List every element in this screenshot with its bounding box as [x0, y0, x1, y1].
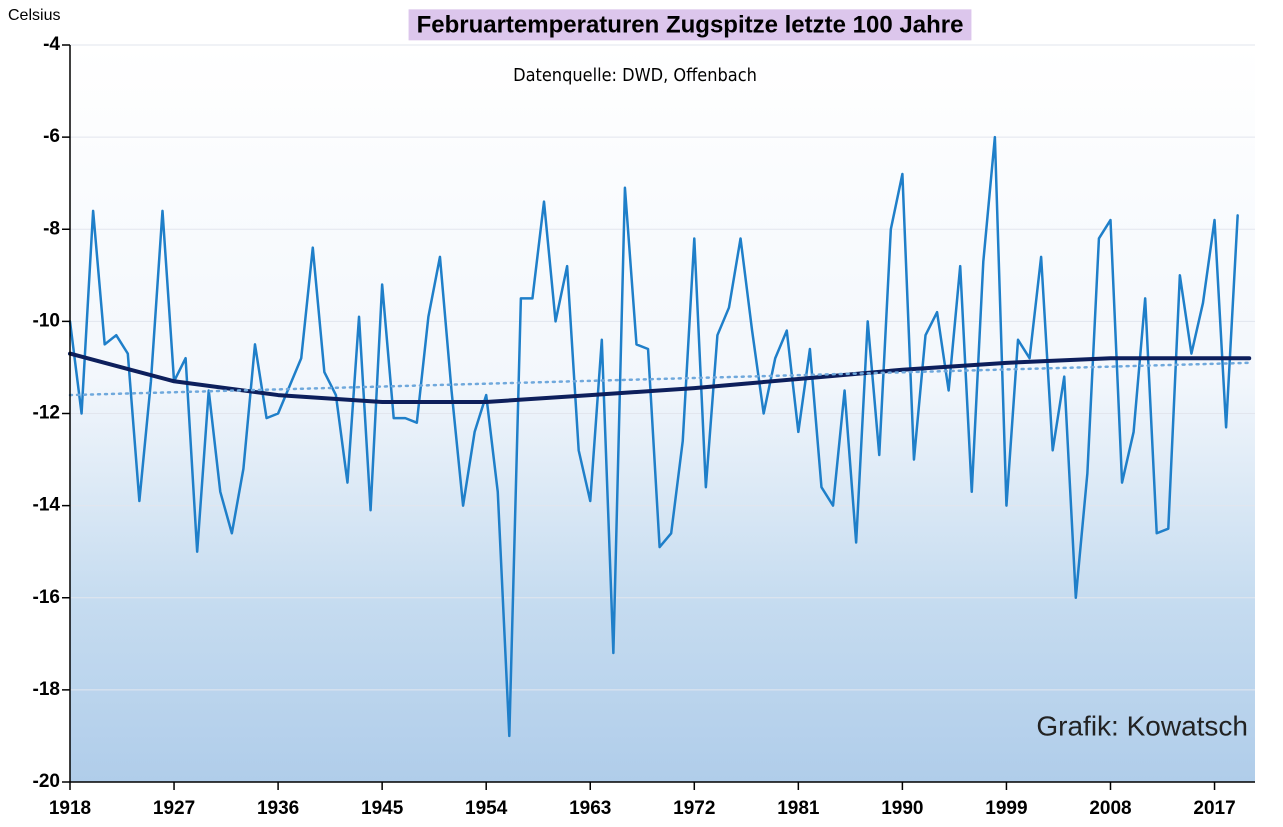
- x-tick-label: 1963: [569, 798, 611, 819]
- x-tick-label: 1981: [777, 798, 820, 819]
- line-series: [68, 361, 1251, 397]
- x-tick-label: 1927: [153, 798, 195, 819]
- x-tick-label: 1954: [465, 798, 508, 819]
- chart-title: Februartemperaturen Zugspitze letzte 100…: [417, 11, 964, 38]
- y-tick-label: -18: [33, 679, 60, 700]
- x-tick-label: 1972: [673, 798, 715, 819]
- x-tick-label: 2017: [1193, 798, 1235, 819]
- y-tick-label: -16: [33, 587, 60, 608]
- y-tick-label: -12: [33, 403, 60, 424]
- chart-subtitle: Datenquelle: DWD, Offenbach: [513, 65, 757, 86]
- y-tick-label: -14: [33, 495, 61, 516]
- y-axis-label: Celsius: [8, 7, 60, 24]
- annotation: Grafik: Kowatsch: [1036, 710, 1248, 741]
- line-series: [68, 135, 1239, 738]
- y-tick-label: -6: [43, 126, 60, 147]
- line-series: [68, 351, 1252, 404]
- x-tick-label: 1945: [361, 798, 404, 819]
- x-tick-label: 1936: [257, 798, 299, 819]
- x-tick-label: 1918: [49, 798, 91, 819]
- x-tick-label: 2008: [1089, 798, 1131, 819]
- y-tick-label: -20: [33, 771, 60, 792]
- y-tick-label: -10: [33, 310, 60, 331]
- title-background: [408, 9, 972, 41]
- y-tick-label: -8: [43, 218, 60, 239]
- x-tick-label: 1990: [881, 798, 923, 819]
- y-tick-label: -4: [43, 34, 60, 55]
- x-tick-label: 1999: [985, 798, 1027, 819]
